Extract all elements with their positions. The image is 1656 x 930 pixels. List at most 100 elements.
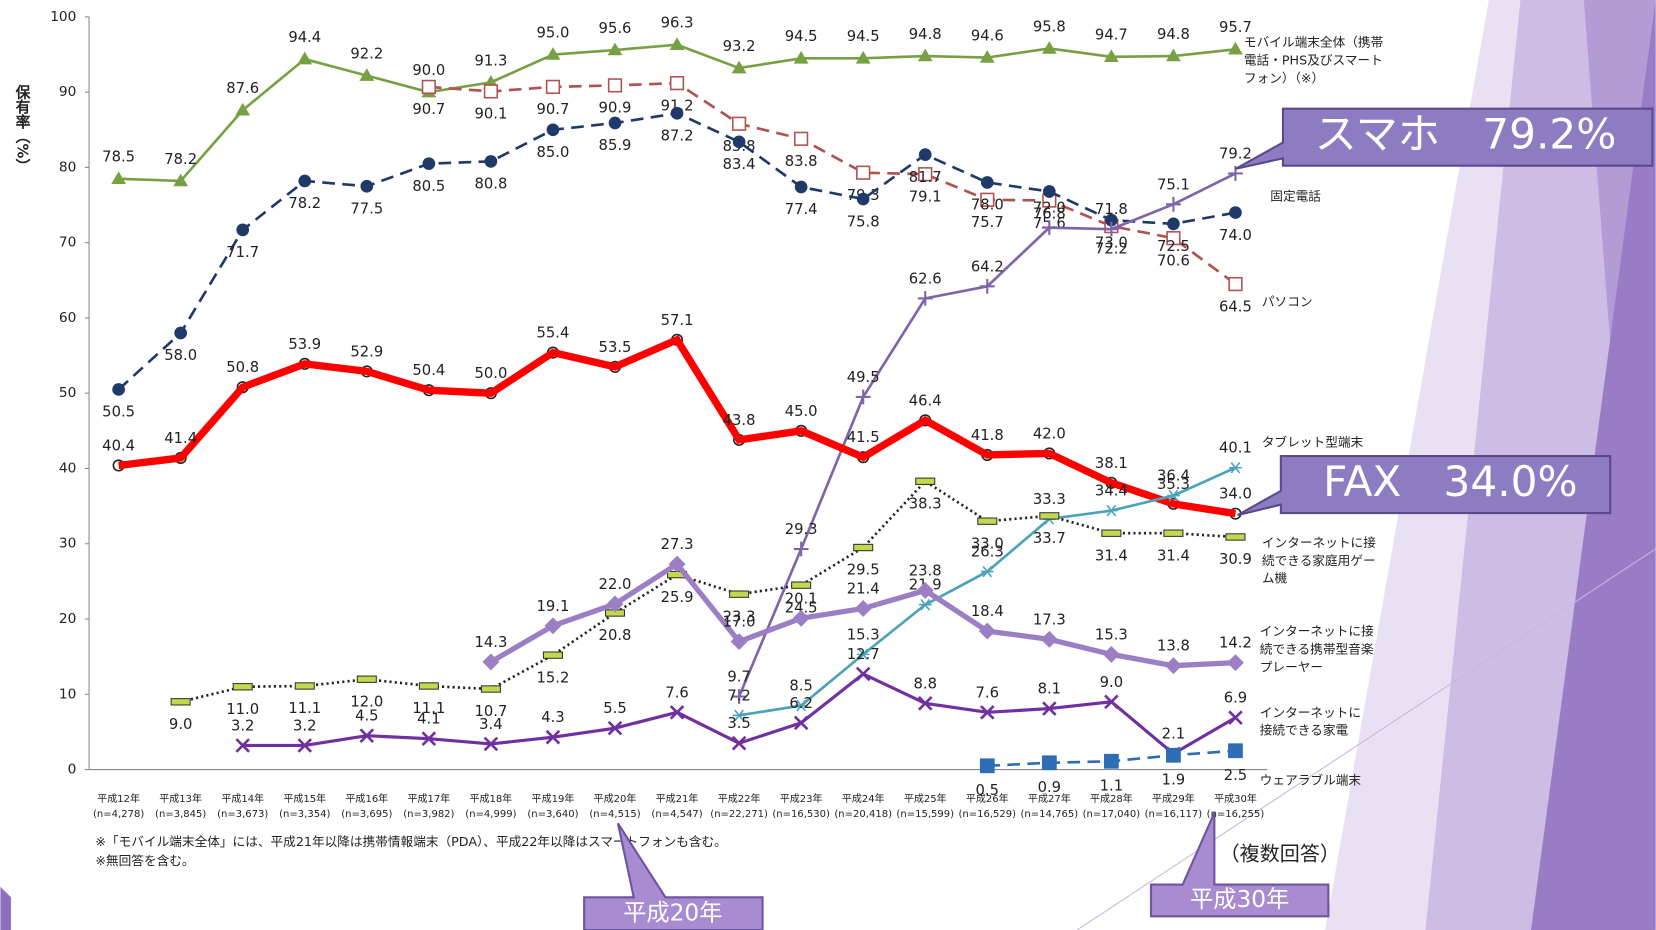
marker [547, 123, 560, 136]
marker [419, 683, 438, 689]
marker [792, 582, 811, 588]
data-label: 78.0 [971, 197, 1004, 214]
marker [1103, 646, 1120, 663]
data-label: 62.6 [909, 270, 942, 287]
marker [1229, 278, 1242, 291]
x-tick-note: (n=14,765) [1021, 809, 1079, 820]
data-label: 38.3 [909, 496, 942, 513]
bg-shape [0, 887, 11, 930]
x-tick-note: (n=3,640) [527, 809, 578, 820]
data-label: 34.4 [1095, 483, 1128, 500]
data-label: 41.4 [164, 430, 197, 447]
data-label: 95.0 [537, 24, 570, 41]
marker [854, 544, 873, 550]
data-label: 58.0 [164, 347, 197, 364]
data-label: 21.4 [847, 580, 880, 597]
data-label: 91.3 [474, 52, 507, 69]
marker [1228, 743, 1243, 758]
data-label: 41.8 [971, 427, 1004, 444]
data-label: 64.2 [971, 258, 1004, 275]
x-tick-note: (n=4,547) [651, 809, 702, 820]
x-tick-note: (n=16,529) [958, 809, 1016, 820]
marker [236, 224, 249, 237]
y-tick-label: 60 [59, 310, 76, 326]
marker [978, 518, 997, 524]
data-label: 1.9 [1162, 772, 1185, 789]
marker [733, 117, 746, 130]
marker [1167, 218, 1180, 231]
data-label: 33.0 [971, 535, 1004, 552]
data-label: 38.1 [1095, 455, 1128, 472]
data-label: 94.6 [971, 27, 1004, 44]
data-label: 73.0 [1095, 234, 1128, 251]
marker [1040, 513, 1059, 519]
data-label: 11.0 [226, 701, 259, 718]
data-label: 50.8 [226, 359, 259, 376]
marker [918, 291, 933, 306]
data-label: 19.1 [537, 598, 570, 615]
marker [795, 181, 808, 194]
marker [297, 52, 312, 65]
data-label: 75.7 [971, 214, 1004, 231]
data-label: 95.6 [599, 20, 632, 37]
data-label: 7.2 [727, 687, 750, 704]
data-label: 78.2 [288, 195, 321, 212]
marker [1042, 755, 1057, 770]
x-tick-label: 平成21年 [656, 792, 699, 805]
marker [794, 542, 809, 557]
x-tick-label: 平成18年 [470, 792, 513, 805]
marker [1229, 462, 1242, 473]
callout-text: 平成20年 [623, 900, 722, 927]
data-label: 71.7 [226, 244, 259, 261]
marker [916, 478, 935, 484]
data-label: 81.7 [909, 169, 942, 186]
data-label: 9.0 [169, 716, 192, 733]
marker [1226, 534, 1245, 540]
data-label: 94.5 [785, 28, 818, 45]
x-tick-note: (n=17,040) [1083, 809, 1141, 820]
x-tick-note: (n=3,695) [341, 809, 392, 820]
callout-fax: FAX 34.0% [1238, 456, 1611, 515]
data-label: 30.9 [1219, 551, 1252, 568]
marker [609, 79, 622, 92]
data-label: 15.3 [1095, 626, 1128, 643]
x-tick-label: 平成12年 [97, 792, 140, 805]
data-label: 94.8 [909, 26, 942, 43]
callout-text: FAX 34.0% [1323, 457, 1578, 506]
data-label: 90.1 [474, 106, 507, 123]
data-label: 79.1 [909, 188, 942, 205]
data-label: 94.8 [1157, 26, 1190, 43]
marker [1041, 631, 1058, 648]
data-label: 36.4 [1157, 468, 1190, 485]
data-label: 11.1 [288, 700, 321, 717]
x-tick-label: 平成15年 [283, 792, 326, 805]
data-label: 1.1 [1100, 778, 1123, 795]
marker [298, 175, 311, 188]
marker [174, 327, 187, 340]
y-axis-label: 保有率（%） [14, 83, 31, 173]
data-label: 29.3 [785, 521, 818, 538]
data-label: 92.2 [350, 45, 383, 62]
data-label: 3.2 [293, 717, 316, 734]
marker [357, 676, 376, 682]
data-label: 77.4 [785, 201, 818, 218]
series-name: インターネットに接続できる家電 [1260, 704, 1366, 740]
data-label: 90.9 [599, 100, 632, 117]
data-label: 0.5 [976, 782, 999, 799]
x-tick-label: 平成22年 [718, 792, 761, 805]
data-label: 33.7 [1033, 530, 1066, 547]
marker [485, 155, 498, 168]
marker [609, 117, 622, 130]
marker [360, 180, 373, 193]
marker [1164, 530, 1183, 536]
data-label: 22.0 [599, 576, 632, 593]
data-label: 2.1 [1162, 726, 1185, 743]
data-label: 85.9 [599, 137, 632, 154]
x-tick-note: (n=16,530) [772, 809, 830, 820]
marker [543, 652, 562, 658]
data-label: 87.2 [661, 127, 694, 144]
series-name: 固定電話 [1270, 188, 1376, 206]
data-label: 13.8 [1157, 638, 1190, 655]
data-label: 0.9 [1038, 779, 1061, 796]
marker [857, 193, 870, 206]
